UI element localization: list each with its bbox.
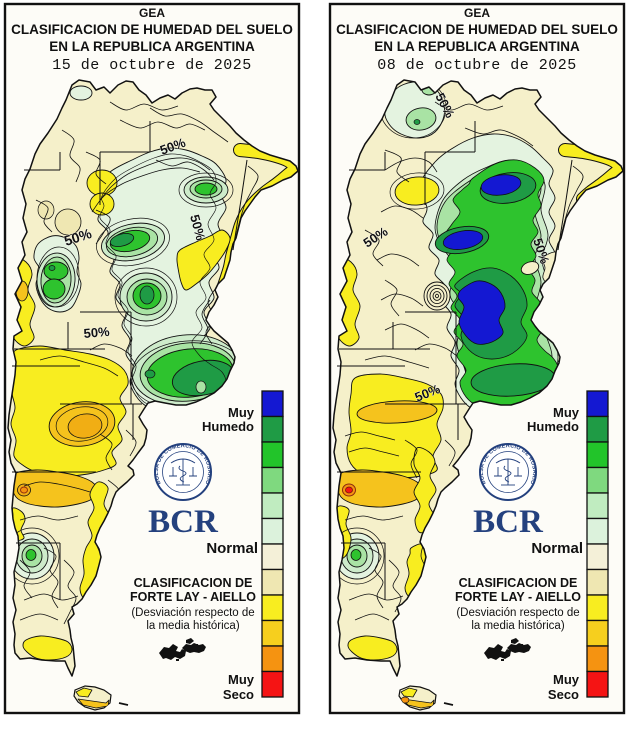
svg-text:CLASIFICACION DE HUMEDAD DEL S: CLASIFICACION DE HUMEDAD DEL SUELO (11, 22, 293, 37)
svg-text:CLASIFICACION DE: CLASIFICACION DE (134, 576, 253, 590)
svg-text:CLASIFICACION DE: CLASIFICACION DE (459, 576, 578, 590)
svg-text:50%: 50% (83, 324, 111, 341)
svg-text:08 de octubre de 2025: 08 de octubre de 2025 (377, 57, 577, 74)
svg-text:Muy: Muy (553, 672, 580, 687)
svg-text:Seco: Seco (548, 687, 579, 702)
svg-text:BCR: BCR (473, 504, 544, 540)
svg-text:Muy: Muy (228, 405, 255, 420)
svg-text:BCR: BCR (148, 504, 219, 540)
svg-text:la media histórica): la media histórica) (471, 620, 564, 632)
svg-text:Seco: Seco (223, 687, 254, 702)
svg-text:FORTE LAY - AIELLO: FORTE LAY - AIELLO (455, 590, 581, 604)
svg-text:la media histórica): la media histórica) (146, 620, 239, 632)
svg-text:Humedo: Humedo (527, 419, 579, 434)
svg-text:Normal: Normal (206, 540, 258, 557)
svg-text:Muy: Muy (228, 672, 255, 687)
svg-text:50%: 50% (187, 213, 208, 242)
svg-text:Muy: Muy (553, 405, 580, 420)
svg-text:15 de octubre de 2025: 15 de octubre de 2025 (52, 57, 252, 74)
svg-text:CLASIFICACION DE HUMEDAD DEL S: CLASIFICACION DE HUMEDAD DEL SUELO (336, 22, 618, 37)
svg-text:FORTE LAY - AIELLO: FORTE LAY - AIELLO (130, 590, 256, 604)
svg-text:(Desviación respecto de: (Desviación respecto de (456, 607, 579, 619)
svg-text:GEA: GEA (139, 6, 165, 20)
svg-text:Normal: Normal (531, 540, 583, 557)
svg-text:EN LA REPUBLICA ARGENTINA: EN LA REPUBLICA ARGENTINA (374, 39, 580, 54)
svg-text:Humedo: Humedo (202, 419, 254, 434)
svg-text:(Desviación respecto de: (Desviación respecto de (131, 607, 254, 619)
svg-text:EN LA REPUBLICA ARGENTINA: EN LA REPUBLICA ARGENTINA (49, 39, 255, 54)
svg-text:GEA: GEA (464, 6, 490, 20)
